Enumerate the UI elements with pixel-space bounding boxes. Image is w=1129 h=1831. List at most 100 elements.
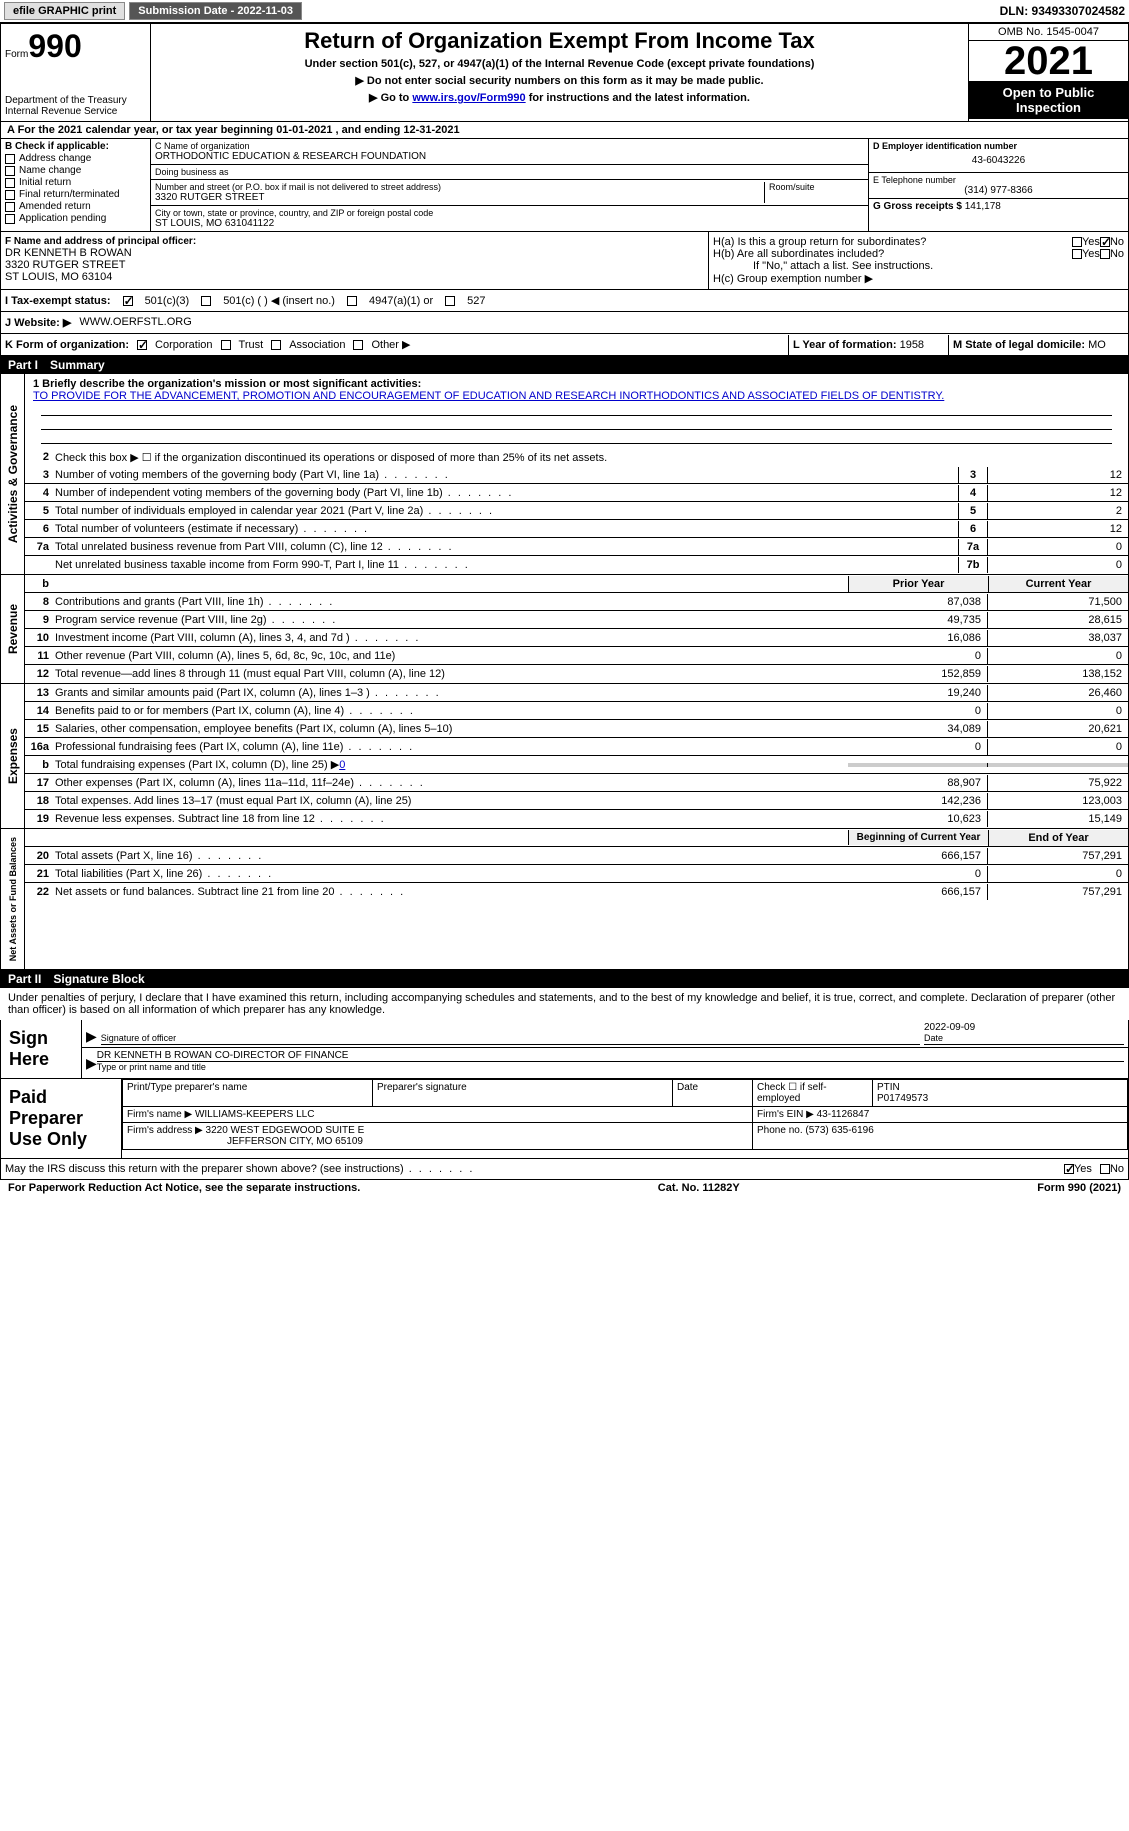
c10: 38,037 [988,630,1128,646]
form-header: Form990 Department of the Treasury Inter… [0,23,1129,122]
arrow-icon: ▶ [86,1028,97,1045]
p14: 0 [848,703,988,719]
firm-addr: 3220 WEST EDGEWOOD SUITE E [206,1125,365,1136]
telephone: (314) 977-8366 [873,185,1124,196]
part1-label: Part I [8,358,38,372]
line-9: Program service revenue (Part VIII, line… [55,612,848,628]
submission-date: Submission Date - 2022-11-03 [129,2,302,20]
val-4: 12 [988,485,1128,501]
line-15: Salaries, other compensation, employee b… [55,721,848,737]
hb-label: H(b) Are all subordinates included? [713,248,1072,260]
line-2: Check this box ▶ ☐ if the organization d… [55,449,1128,466]
tel-label: E Telephone number [873,175,1124,185]
cb-app[interactable] [5,214,15,224]
open-public: Open to Public Inspection [969,81,1128,119]
p9: 49,735 [848,612,988,628]
expenses-section: Expenses 13Grants and similar amounts pa… [0,684,1129,829]
c9: 28,615 [988,612,1128,628]
discuss-row: May the IRS discuss this return with the… [0,1159,1129,1180]
hc-label: H(c) Group exemption number ▶ [713,272,1124,285]
officer-addr2: ST LOUIS, MO 63104 [5,271,704,283]
top-bar: efile GRAPHIC print Submission Date - 20… [0,0,1129,23]
pra-notice: For Paperwork Reduction Act Notice, see … [8,1182,360,1194]
line-5: Total number of individuals employed in … [55,503,958,519]
cb-4947[interactable] [347,296,357,306]
line-18: Total expenses. Add lines 13–17 (must eq… [55,793,848,809]
cb-amended[interactable] [5,202,15,212]
dba-label: Doing business as [155,167,864,177]
cb-501c[interactable] [201,296,211,306]
declaration: Under penalties of perjury, I declare th… [0,988,1129,1020]
part1-header: Part I Summary [0,356,1129,374]
officer-label: F Name and address of principal officer: [5,236,704,247]
c8: 71,500 [988,594,1128,610]
p21: 0 [848,866,988,882]
irs-link[interactable]: www.irs.gov/Form990 [412,92,525,104]
cb-discuss-yes[interactable] [1064,1164,1074,1174]
officer-addr1: 3320 RUTGER STREET [5,259,704,271]
tax-year: 2021 [969,41,1128,81]
officer-name: DR KENNETH B ROWAN [5,247,704,259]
cb-addr[interactable] [5,154,15,164]
ha-label: H(a) Is this a group return for subordin… [713,236,1072,248]
vert-revenue: Revenue [4,596,22,662]
line-4: Number of independent voting members of … [55,485,958,501]
cb-other[interactable] [353,340,363,350]
p15: 34,089 [848,721,988,737]
dept-treasury: Department of the Treasury Internal Reve… [5,95,146,117]
part2-header: Part II Signature Block [0,970,1129,988]
ein-label: D Employer identification number [873,141,1124,151]
paid-preparer-label: Paid Preparer Use Only [1,1079,121,1158]
cb-discuss-no[interactable] [1100,1164,1110,1174]
line-17: Other expenses (Part IX, column (A), lin… [55,775,848,791]
p20: 666,157 [848,848,988,864]
gross-receipts: 141,178 [965,201,1001,212]
firm-name: WILLIAMS-KEEPERS LLC [195,1109,314,1120]
part1-title: Summary [50,358,105,372]
end-year-header: End of Year [988,830,1128,846]
cb-corp[interactable] [137,340,147,350]
c22: 757,291 [988,884,1128,900]
sig-officer-label: Signature of officer [101,1033,176,1043]
line-13: Grants and similar amounts paid (Part IX… [55,685,848,701]
net-assets-section: Net Assets or Fund Balances Beginning of… [0,829,1129,970]
current-year-header: Current Year [988,576,1128,592]
c21: 0 [988,866,1128,882]
tax-period: A For the 2021 calendar year, or tax yea… [0,122,1129,139]
line-10: Investment income (Part VIII, column (A)… [55,630,848,646]
line-3: Number of voting members of the governin… [55,467,958,483]
addr-label: Number and street (or P.O. box if mail i… [155,182,764,192]
p17: 88,907 [848,775,988,791]
cb-527[interactable] [445,296,455,306]
cb-trust[interactable] [221,340,231,350]
line-19: Revenue less expenses. Subtract line 18 … [55,811,848,827]
cb-name[interactable] [5,166,15,176]
activities-governance: Activities & Governance 1 Briefly descri… [0,374,1129,575]
val-5: 2 [988,503,1128,519]
check-if-applicable: B Check if applicable: [5,141,146,152]
cb-ha-no[interactable] [1100,237,1110,247]
org-city: ST LOUIS, MO 631041122 [155,218,864,229]
website-row: J Website: ▶ WWW.OERFSTL.ORG [0,312,1129,334]
cb-hb-no[interactable] [1100,249,1110,259]
cb-final[interactable] [5,190,15,200]
cb-501c3[interactable] [123,296,133,306]
ein: 43-6043226 [873,151,1124,170]
cb-initial[interactable] [5,178,15,188]
cb-ha-yes[interactable] [1072,237,1082,247]
mission-text: TO PROVIDE FOR THE ADVANCEMENT, PROMOTIO… [33,390,944,402]
val-7b: 0 [988,557,1128,573]
cb-assoc[interactable] [271,340,281,350]
state-domicile: MO [1088,339,1106,351]
cb-hb-yes[interactable] [1072,249,1082,259]
cat-no: Cat. No. 11282Y [658,1182,740,1194]
section-bcd: B Check if applicable: Address change Na… [0,139,1129,232]
firm-city: JEFFERSON CITY, MO 65109 [127,1136,363,1147]
org-name: ORTHODONTIC EDUCATION & RESEARCH FOUNDAT… [155,151,864,162]
org-address: 3320 RUTGER STREET [155,192,764,203]
klm-row: K Form of organization: Corporation Trus… [0,334,1129,356]
c13: 26,460 [988,685,1128,701]
p13: 19,240 [848,685,988,701]
revenue-section: Revenue bPrior YearCurrent Year 8Contrib… [0,575,1129,684]
form-subtitle: Under section 501(c), 527, or 4947(a)(1)… [155,58,964,70]
